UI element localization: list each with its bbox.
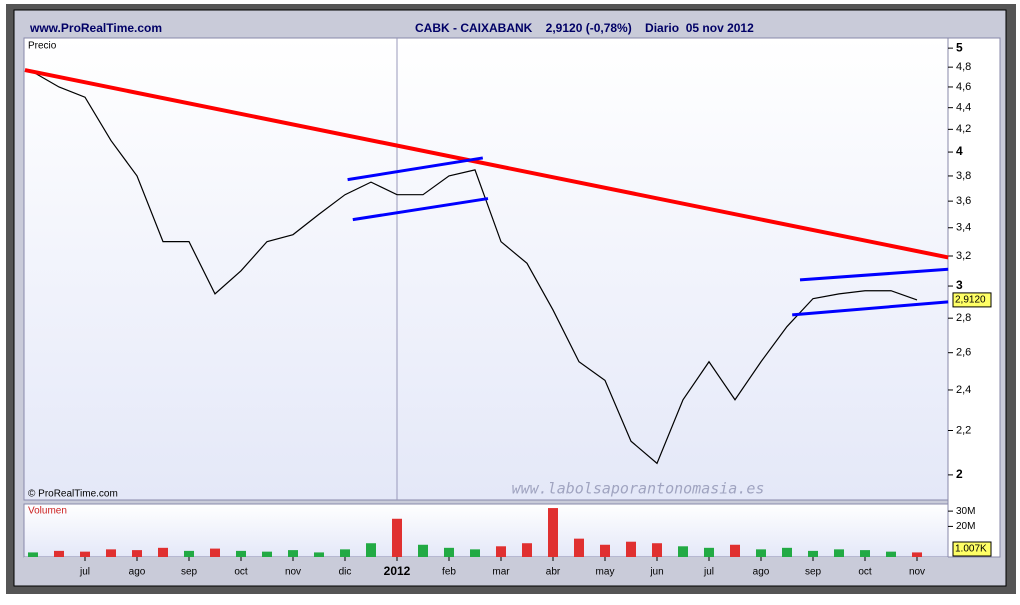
y-tick-label: 2,4 (956, 384, 971, 396)
x-tick-label: nov (285, 567, 301, 578)
volume-bar (54, 550, 64, 557)
y-tick-label: 3 (956, 278, 963, 292)
trendline (24, 68, 949, 260)
volume-bar (418, 544, 428, 557)
volume-bar (314, 552, 324, 557)
x-tick-label: jul (79, 567, 90, 578)
volume-bar (808, 550, 818, 557)
volume-bar (756, 549, 766, 557)
x-tick-label: ago (129, 567, 146, 578)
x-tick-label: mar (492, 567, 510, 578)
volume-bar (288, 550, 298, 557)
volume-bar (496, 546, 506, 557)
last-price-box (952, 292, 992, 308)
y2-tick-label: 30M (956, 506, 975, 517)
y-tick-label: 4,4 (956, 102, 971, 114)
y-tick-label: 4 (956, 144, 963, 158)
y2-tick-label: 20M (956, 521, 975, 532)
y-tick-label: 2,2 (956, 424, 971, 436)
trendline (792, 300, 949, 317)
x-tick-label: sep (181, 567, 198, 578)
y-tick-label: 3,4 (956, 222, 971, 234)
volume-bar (574, 538, 584, 557)
volume-bar (678, 546, 688, 557)
x-tick-label: 2012 (384, 564, 411, 578)
volume-bar (730, 544, 740, 557)
x-tick-label: dic (339, 567, 352, 578)
volume-bar (626, 541, 636, 557)
volume-bar (782, 547, 792, 557)
volume-bar (522, 543, 532, 557)
volume-bar (80, 551, 90, 557)
x-tick-label: jun (649, 567, 663, 578)
x-tick-label: oct (858, 567, 872, 578)
trendline (347, 156, 484, 182)
volume-bar (860, 550, 870, 557)
volume-bar (236, 550, 246, 557)
volume-bar (886, 551, 896, 557)
volume-bar (704, 547, 714, 557)
volume-bar (912, 552, 922, 557)
volume-bar (600, 544, 610, 557)
volume-bar (132, 550, 142, 557)
y-tick-label: 2,8 (956, 312, 971, 324)
volume-bar (470, 549, 480, 557)
x-tick-label: oct (234, 567, 248, 578)
volume-bar (262, 551, 272, 557)
volume-bar (834, 549, 844, 557)
x-axis-panel (24, 557, 948, 579)
volume-bar (444, 547, 454, 557)
x-tick-label: jul (703, 567, 714, 578)
volume-label: Volumen (28, 506, 67, 517)
x-tick-label: feb (442, 567, 456, 578)
volume-bar (340, 549, 350, 557)
volume-bar (28, 552, 38, 557)
volume-bar (392, 518, 402, 557)
x-tick-label: may (596, 567, 615, 578)
price-label: Precio (28, 41, 57, 52)
trendline (352, 197, 489, 222)
x-tick-label: abr (546, 567, 561, 578)
x-tick-label: sep (805, 567, 822, 578)
site: www.ProRealTime.com (29, 21, 162, 35)
volume-bar (158, 547, 168, 557)
y-tick-label: 3,8 (956, 170, 971, 182)
copyright: © ProRealTime.com (28, 489, 118, 500)
volume-bar (106, 549, 116, 557)
price-panel (23, 37, 949, 501)
volume-bar (210, 548, 220, 557)
volume-panel (23, 503, 949, 558)
last-volume-label: 1.007K (955, 544, 987, 555)
trendline (799, 267, 949, 282)
last-volume-box (952, 541, 992, 557)
y-tick-label: 2 (956, 467, 963, 481)
volume-bar (548, 508, 558, 557)
y-tick-label: 2,6 (956, 347, 971, 359)
volume-bar (184, 550, 194, 557)
y-tick-label: 3,2 (956, 250, 971, 262)
y-tick-label: 4,2 (956, 123, 971, 135)
price-line (32, 71, 918, 465)
x-tick-label: ago (753, 567, 770, 578)
chart-title: CABK - CAIXABANK 2,9120 (-0,78%) Diario … (415, 21, 754, 35)
y-tick-label: 3,6 (956, 195, 971, 207)
y-tick-label: 4,8 (956, 61, 971, 73)
y-tick-label: 5 (956, 40, 963, 54)
last-price-label: 2,9120 (955, 295, 986, 306)
volume-bar (652, 543, 662, 557)
x-tick-label: nov (909, 567, 925, 578)
watermark: www.labolsaporantonomasia.es (512, 480, 765, 498)
y-tick-label: 4,6 (956, 81, 971, 93)
volume-bar (366, 543, 376, 557)
